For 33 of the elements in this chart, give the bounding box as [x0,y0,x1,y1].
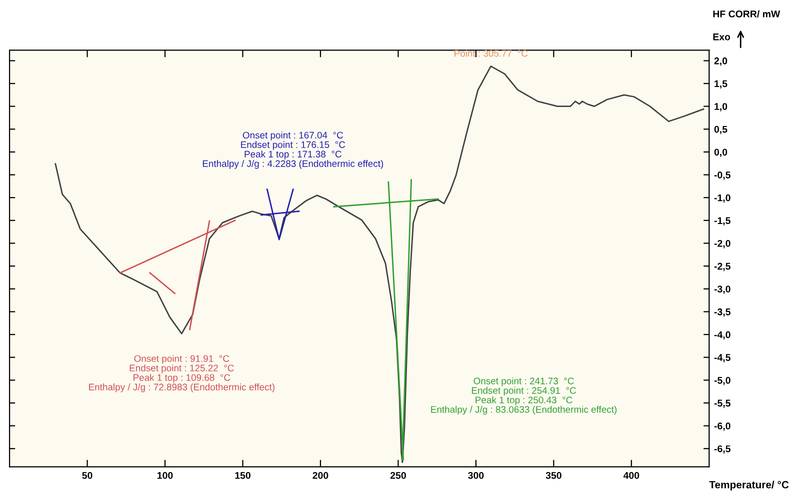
x-tick-label: 400 [623,472,640,479]
x-tick-label: 150 [235,472,250,479]
text: Exo [713,34,730,40]
y-tick-label: -5,0 [714,376,730,386]
y-axis-title: HF CORR/ mW [713,10,780,18]
x-tick-label: 200 [312,472,328,479]
y-tick-label: -5,5 [714,400,730,408]
y-tick-label: -6,5 [714,445,730,454]
y-tick-label: -1,5 [714,217,730,226]
x-tick-label: 350 [546,472,562,479]
annotation: Onset point : 91.91 °C Endset point : 125.22 °C Peak 1 top : 109.68 °C Enthalpy / J/g : 72.8983 (Endothermic effect) [89,354,274,392]
x-tick-label: 100 [158,472,173,479]
y-tick-label: -4,5 [714,354,730,362]
annotation: Onset point : 167.04 °C Endset point : 176.15 °C Peak 1 top : 171.38 °C Enthalpy / J/g : 4.2283 (Endothermic effect) [202,132,384,169]
y-tick-label: 0,5 [714,126,728,134]
y-tick-label: -2,0 [714,240,730,248]
y-tick-label: -4,0 [714,331,730,340]
x-tick-label: 300 [468,472,484,479]
annotation: Point : 305.77 °C [454,50,528,57]
y-tick-label: 2,0 [714,57,728,66]
y-tick-label: -3,5 [714,308,730,317]
x-axis-title: Temperature/ °C [709,480,789,490]
y-tick-label: 0,0 [714,148,728,157]
annotation: Onset point : 241.73 °C Endset point : 254.91 °C Peak 1 top : 250.43 °C Enthalpy / J/g : 83.0633 (Endothermic effect) [431,377,617,415]
y-tick-label: -1,0 [714,194,730,203]
y-tick-label: -3,0 [714,286,730,294]
y-tick-label: -0,5 [714,172,730,180]
y-tick-label: 1,0 [714,103,728,112]
x-tick-label: 250 [390,472,406,479]
y-tick-label: -6,0 [714,422,730,431]
y-tick-label: 1,5 [714,80,728,89]
x-tick-label: 50 [82,472,92,479]
y-tick-label: -2,5 [714,262,730,272]
